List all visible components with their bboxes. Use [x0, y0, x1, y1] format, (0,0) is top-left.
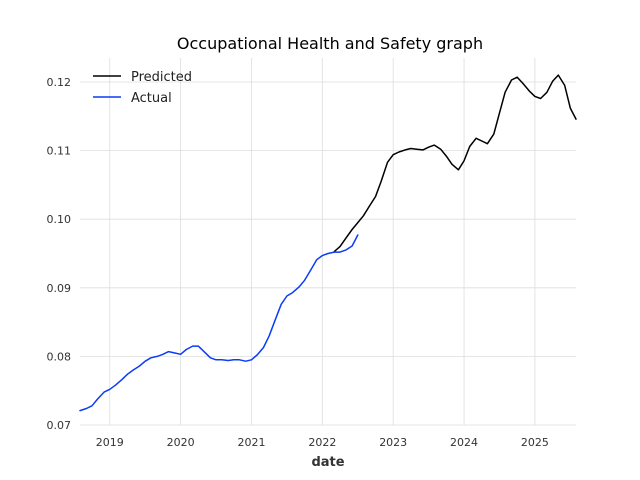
x-tick-label: 2023 — [379, 436, 407, 449]
x-tick-label: 2025 — [521, 436, 549, 449]
legend: Predicted Actual — [93, 70, 192, 106]
y-tick-label: 0.11 — [47, 145, 72, 158]
y-tick-label: 0.09 — [47, 282, 72, 295]
x-tick-label: 2021 — [237, 436, 265, 449]
y-tick-label: 0.10 — [47, 213, 72, 226]
x-tick-label: 2022 — [308, 436, 336, 449]
x-tick-label: 2019 — [96, 436, 124, 449]
legend-label-actual: Actual — [131, 91, 172, 106]
x-tick-label: 2020 — [167, 436, 195, 449]
legend-label-predicted: Predicted — [131, 70, 192, 85]
y-tick-label: 0.08 — [47, 350, 72, 363]
chart-title: Occupational Health and Safety graph — [177, 34, 483, 53]
series-group — [79, 74, 577, 412]
x-tick-label: 2024 — [450, 436, 478, 449]
y-axis: 0.07 0.08 0.09 0.10 0.11 0.12 — [47, 76, 72, 432]
y-tick-label: 0.12 — [47, 76, 72, 89]
x-axis: 2019 2020 2021 2022 2023 2024 2025 — [96, 436, 549, 449]
grid — [80, 58, 576, 426]
series-line-predicted — [333, 74, 577, 253]
y-tick-label: 0.07 — [47, 419, 72, 432]
x-axis-label: date — [311, 455, 344, 470]
series-line-actual — [79, 234, 359, 412]
